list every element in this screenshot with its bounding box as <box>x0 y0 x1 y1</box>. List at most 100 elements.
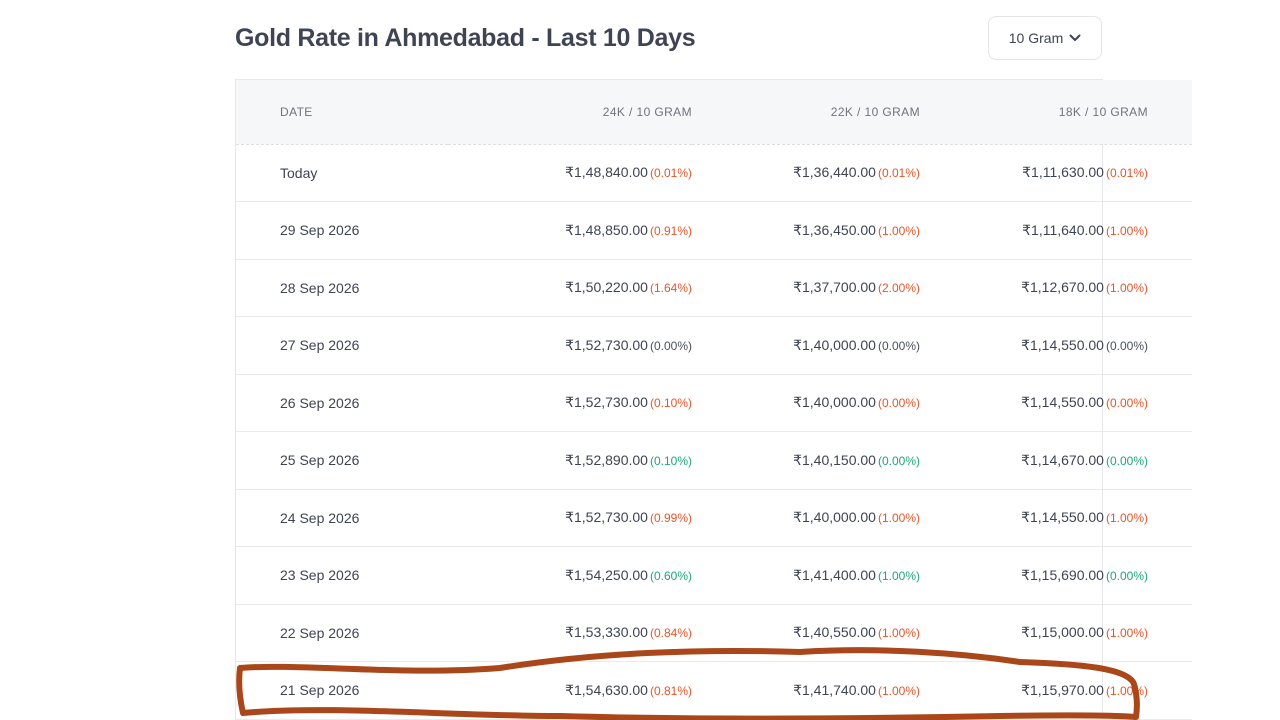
rate-18k: ₹1,15,970.00 (1.00%) <box>920 662 1192 720</box>
rate-22k-change: (1.00%) <box>877 568 920 583</box>
rate-18k-value: ₹1,11,640.00 <box>1022 221 1104 238</box>
rate-18k-value: ₹1,15,000.00 <box>1021 624 1104 641</box>
rate-18k-change: (1.00%) <box>1105 511 1148 526</box>
rate-24k: ₹1,53,330.00 (0.84%) <box>448 604 692 662</box>
table-row: 29 Sep 2026 ₹1,48,850.00 (0.91%) ₹1,36,450.… <box>236 202 1192 260</box>
rate-18k-change: (1.00%) <box>1105 223 1148 238</box>
row-date: 29 Sep 2026 <box>236 202 448 260</box>
rate-18k: ₹1,14,670.00 (0.00%) <box>920 432 1192 490</box>
table-row: 24 Sep 2026 ₹1,52,730.00 (0.99%) ₹1,40,000.… <box>236 489 1192 547</box>
unit-select-dropdown[interactable]: 10 Gram <box>988 16 1102 60</box>
rate-24k-change: (0.84%) <box>649 626 692 641</box>
rate-18k-change: (0.00%) <box>1105 453 1148 468</box>
rate-22k-change: (0.00%) <box>877 338 920 353</box>
rate-22k-value: ₹1,40,150.00 <box>793 451 876 468</box>
rate-24k-value: ₹1,52,890.00 <box>565 451 648 468</box>
rate-22k-value: ₹1,36,450.00 <box>793 221 876 238</box>
rate-18k-change: (0.00%) <box>1105 338 1148 353</box>
rate-24k: ₹1,54,630.00 (0.81%) <box>448 662 692 720</box>
row-date: 27 Sep 2026 <box>236 317 448 375</box>
column-header-date: DATE <box>280 104 313 119</box>
gold-rate-table: DATE 24K / 10 GRAM 22K / 10 GRAM 18K / 1… <box>236 80 1192 720</box>
rate-24k-value: ₹1,50,220.00 <box>565 279 648 296</box>
rate-18k: ₹1,14,550.00 (0.00%) <box>920 374 1192 432</box>
table-row: 26 Sep 2026 ₹1,52,730.00 (0.10%) ₹1,40,000.… <box>236 374 1192 432</box>
page-title: Gold Rate in Ahmedabad - Last 10 Days <box>235 24 696 52</box>
rate-18k-value: ₹1,14,550.00 <box>1021 509 1104 526</box>
rate-24k: ₹1,52,730.00 (0.00%) <box>448 317 692 375</box>
rate-18k-change: (0.00%) <box>1105 568 1148 583</box>
rate-22k: ₹1,40,000.00 (0.00%) <box>692 374 920 432</box>
rate-22k-change: (0.00%) <box>877 453 920 468</box>
rate-24k-change: (0.10%) <box>649 396 692 411</box>
rate-24k: ₹1,50,220.00 (1.64%) <box>448 259 692 317</box>
table-row: 27 Sep 2026 ₹1,52,730.00 (0.00%) ₹1,40,000.… <box>236 317 1192 375</box>
row-date-value: 28 Sep 2026 <box>280 279 360 296</box>
rate-22k: ₹1,40,550.00 (1.00%) <box>692 604 920 662</box>
rate-24k-value: ₹1,52,730.00 <box>565 336 648 353</box>
table-row: 23 Sep 2026 ₹1,54,250.00 (0.60%) ₹1,41,400.… <box>236 547 1192 605</box>
rate-18k-value: ₹1,12,670.00 <box>1021 279 1104 296</box>
rate-18k-change: (0.00%) <box>1105 396 1148 411</box>
rate-18k-value: ₹1,14,670.00 <box>1021 451 1104 468</box>
rate-18k-change: (1.00%) <box>1105 626 1148 641</box>
rate-22k-value: ₹1,41,400.00 <box>793 566 876 583</box>
table-row: 21 Sep 2026 ₹1,54,630.00 (0.81%) ₹1,41,740.… <box>236 662 1192 720</box>
rate-24k-change: (0.10%) <box>649 453 692 468</box>
row-date-value: 29 Sep 2026 <box>280 222 360 239</box>
unit-select-value: 10 Gram <box>1008 30 1064 46</box>
rate-18k-value: ₹1,15,970.00 <box>1021 681 1104 698</box>
rate-22k: ₹1,41,400.00 (1.00%) <box>692 547 920 605</box>
rate-24k-change: (0.91%) <box>649 223 692 238</box>
rate-24k: ₹1,48,850.00 (0.91%) <box>448 202 692 260</box>
row-date-value: 22 Sep 2026 <box>280 624 360 641</box>
rate-24k-change: (0.81%) <box>649 683 692 698</box>
rate-22k: ₹1,40,000.00 (1.00%) <box>692 489 920 547</box>
row-date: Today <box>236 144 448 202</box>
table-header-row: DATE 24K / 10 GRAM 22K / 10 GRAM 18K / 1… <box>236 80 1192 144</box>
rate-24k-change: (1.64%) <box>649 281 692 296</box>
rate-18k: ₹1,11,640.00 (1.00%) <box>920 202 1192 260</box>
row-date-value: 21 Sep 2026 <box>280 682 360 699</box>
rate-22k: ₹1,37,700.00 (2.00%) <box>692 259 920 317</box>
column-header-18k: 18K / 10 GRAM <box>1058 104 1148 119</box>
row-date-value: 24 Sep 2026 <box>280 509 360 526</box>
row-date-value: Today <box>280 164 318 181</box>
row-date-value: 25 Sep 2026 <box>280 452 360 469</box>
rate-24k-value: ₹1,54,630.00 <box>565 681 648 698</box>
rate-18k-value: ₹1,15,690.00 <box>1021 566 1104 583</box>
rate-22k-change: (0.01%) <box>877 166 920 181</box>
rate-24k-change: (0.00%) <box>649 338 692 353</box>
row-date: 26 Sep 2026 <box>236 374 448 432</box>
rate-24k: ₹1,52,730.00 (0.99%) <box>448 489 692 547</box>
rate-22k-value: ₹1,40,000.00 <box>793 336 876 353</box>
column-header-22k: 22K / 10 GRAM <box>830 104 920 119</box>
row-date: 25 Sep 2026 <box>236 432 448 490</box>
table-row: 22 Sep 2026 ₹1,53,330.00 (0.84%) ₹1,40,550.… <box>236 604 1192 662</box>
rate-24k-change: (0.01%) <box>649 166 692 181</box>
rate-24k-change: (0.60%) <box>649 568 692 583</box>
rate-22k: ₹1,40,150.00 (0.00%) <box>692 432 920 490</box>
rate-24k-value: ₹1,52,730.00 <box>565 509 648 526</box>
gold-rate-table-container: DATE 24K / 10 GRAM 22K / 10 GRAM 18K / 1… <box>235 79 1192 720</box>
rate-22k: ₹1,36,440.00 (0.01%) <box>692 144 920 202</box>
rate-22k-value: ₹1,37,700.00 <box>793 279 876 296</box>
rate-18k: ₹1,11,630.00 (0.01%) <box>920 144 1192 202</box>
rate-22k: ₹1,40,000.00 (0.00%) <box>692 317 920 375</box>
row-date: 22 Sep 2026 <box>236 604 448 662</box>
rate-18k-value: ₹1,14,550.00 <box>1021 394 1104 411</box>
rate-24k-value: ₹1,48,850.00 <box>565 221 648 238</box>
rate-22k-change: (1.00%) <box>877 223 920 238</box>
rate-24k-value: ₹1,48,840.00 <box>565 164 648 181</box>
rate-24k: ₹1,52,730.00 (0.10%) <box>448 374 692 432</box>
rate-22k-change: (1.00%) <box>877 626 920 641</box>
rate-18k: ₹1,12,670.00 (1.00%) <box>920 259 1192 317</box>
rate-22k-value: ₹1,40,000.00 <box>793 394 876 411</box>
rate-24k: ₹1,52,890.00 (0.10%) <box>448 432 692 490</box>
rate-18k: ₹1,15,000.00 (1.00%) <box>920 604 1192 662</box>
rate-22k-change: (1.00%) <box>877 683 920 698</box>
row-date: 28 Sep 2026 <box>236 259 448 317</box>
rate-22k-change: (2.00%) <box>877 281 920 296</box>
table-row: 25 Sep 2026 ₹1,52,890.00 (0.10%) ₹1,40,150.… <box>236 432 1192 490</box>
rate-18k: ₹1,14,550.00 (1.00%) <box>920 489 1192 547</box>
